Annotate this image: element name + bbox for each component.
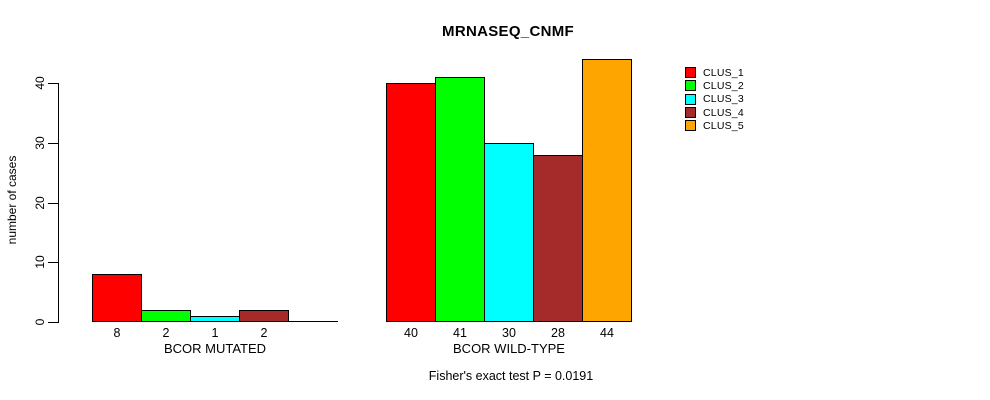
legend-item-label: CLUS_1 (703, 66, 744, 79)
y-axis-tick (48, 202, 59, 204)
bar-clus_2 (141, 310, 191, 322)
bar-clus_5 (582, 59, 632, 322)
bar-value-label: 2 (260, 326, 268, 340)
bar-value-label: 1 (211, 326, 219, 340)
y-axis-tick-label: 40 (33, 76, 47, 90)
legend-item: CLUS_5 (685, 119, 744, 132)
legend-item: CLUS_3 (685, 93, 744, 106)
y-axis-tick (48, 322, 59, 323)
bar-value-label: 2 (162, 326, 170, 340)
legend-color-swatch-icon (685, 93, 696, 105)
legend-item-label: CLUS_4 (703, 106, 744, 119)
y-axis-tick-label: 30 (33, 136, 47, 150)
y-axis-tick (48, 83, 59, 84)
bar-clus_4 (533, 155, 583, 322)
annotation-text: Fisher's exact test P = 0.0191 (428, 369, 594, 383)
legend-color-swatch-icon (685, 120, 696, 132)
legend-item-label: CLUS_3 (703, 93, 744, 106)
bar-value-label: 28 (551, 326, 565, 340)
bar-clus_1 (386, 83, 436, 322)
legend-item: CLUS_1 (685, 66, 744, 79)
bar-clus_3 (484, 143, 534, 322)
bar-value-label: 40 (404, 326, 418, 340)
y-axis-tick (48, 262, 59, 264)
legend-item: CLUS_4 (685, 106, 744, 119)
y-axis-tick-label: 10 (33, 255, 47, 269)
legend-item-label: CLUS_5 (703, 119, 744, 132)
bar-clus_2 (435, 77, 485, 322)
y-axis-tick-label: 20 (33, 195, 47, 210)
y-axis-tick (48, 142, 59, 144)
legend-item: CLUS_2 (685, 79, 744, 92)
legend-color-swatch-icon (685, 107, 696, 119)
y-axis-label: number of cases (5, 155, 19, 245)
bar-value-label: 30 (502, 326, 516, 340)
group-label: BCOR MUTATED (163, 341, 267, 356)
legend-color-swatch-icon (685, 80, 696, 92)
bar-value-label: 44 (600, 326, 614, 340)
bar-value-label: 41 (453, 326, 467, 340)
bar-value-label: 8 (113, 326, 121, 340)
bar-clus_4 (239, 310, 289, 322)
group-label: BCOR WILD-TYPE (453, 341, 565, 356)
chart-title: MRNASEQ_CNMF (442, 23, 574, 40)
y-axis-tick-label: 0 (33, 318, 47, 326)
bar-clus_1 (92, 274, 142, 322)
bar-clus_3 (190, 316, 240, 322)
legend-color-swatch-icon (685, 67, 696, 79)
legend-item-label: CLUS_2 (703, 79, 744, 92)
zero-bar-clus_5 (288, 321, 338, 322)
